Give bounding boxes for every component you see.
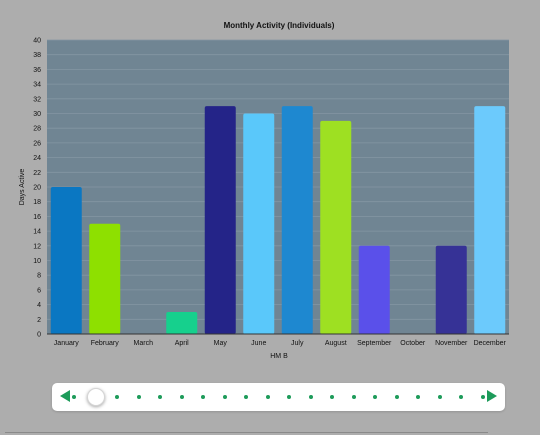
y-tick-label: 40 — [33, 38, 41, 45]
arrow-left-icon[interactable] — [60, 390, 70, 402]
x-tick-label: October — [400, 340, 426, 347]
y-tick-label: 34 — [33, 82, 41, 89]
y-tick-label: 6 — [37, 287, 41, 294]
y-tick-label: 22 — [33, 170, 41, 177]
bar-november — [435, 245, 467, 334]
slider-step[interactable] — [244, 395, 249, 399]
y-tick-label: 12 — [33, 243, 41, 250]
slider-step[interactable] — [459, 395, 464, 399]
slider-step[interactable] — [394, 395, 399, 399]
y-axis-label: Days Active — [19, 169, 26, 206]
slider-step[interactable] — [373, 395, 378, 399]
y-tick-label: 36 — [33, 67, 41, 74]
x-tick-label: April — [175, 340, 189, 347]
x-tick-label: June — [251, 340, 266, 347]
grid-lines — [47, 39, 509, 320]
bar-september — [358, 245, 390, 334]
y-tick-label: 28 — [33, 126, 41, 133]
slider-step[interactable] — [330, 395, 335, 399]
slider-step[interactable] — [115, 395, 120, 399]
slider-step[interactable] — [481, 395, 485, 399]
x-tick-label: December — [474, 340, 507, 347]
slider-step[interactable] — [201, 395, 206, 399]
bar-may — [204, 106, 236, 335]
y-tick-label: 0 — [37, 332, 41, 339]
y-tick-label: 32 — [33, 96, 41, 103]
slider-step[interactable] — [308, 395, 313, 399]
bar-february — [89, 223, 121, 334]
slider-step[interactable] — [72, 395, 76, 399]
slider-step[interactable] — [265, 395, 270, 399]
x-tick-label: July — [291, 340, 304, 347]
y-tick-label: 38 — [33, 52, 41, 59]
y-tick-label: 10 — [33, 258, 41, 265]
slider-step[interactable] — [351, 395, 356, 399]
x-tick-label: November — [435, 340, 468, 347]
x-axis-label: HM B — [270, 353, 288, 360]
y-tick-label: 26 — [33, 140, 41, 147]
bar-august — [320, 120, 352, 334]
bar-december — [474, 106, 506, 335]
y-tick-label: 8 — [37, 273, 41, 280]
x-tick-label: March — [134, 340, 154, 347]
slider-step[interactable] — [287, 395, 292, 399]
slider-step[interactable] — [222, 395, 227, 399]
y-tick-label: 16 — [33, 214, 41, 221]
bar-january — [50, 187, 82, 334]
y-tick-label: 14 — [33, 229, 41, 236]
slider-step[interactable] — [437, 395, 442, 399]
chart: Monthly Activity (Individuals) 024681012… — [19, 21, 509, 360]
x-tick-label: September — [357, 340, 392, 347]
y-tick-label: 18 — [33, 199, 41, 206]
chart-title: Monthly Activity (Individuals) — [224, 21, 335, 30]
y-tick-label: 2 — [37, 317, 41, 324]
divider — [5, 432, 488, 433]
slider-step[interactable] — [136, 395, 141, 399]
y-tick-label: 4 — [37, 302, 41, 309]
y-tick-label: 30 — [33, 111, 41, 118]
x-tick-label: May — [214, 340, 228, 347]
bar-july — [281, 106, 313, 335]
bar-april — [166, 311, 198, 334]
y-tick-label: 20 — [33, 185, 41, 192]
slider-handle[interactable] — [86, 388, 105, 406]
time-slider — [52, 383, 505, 411]
slider-step[interactable] — [416, 395, 421, 399]
x-tick-label: January — [54, 340, 79, 347]
bar-june — [243, 113, 275, 334]
slider-step[interactable] — [158, 395, 163, 399]
bars — [50, 106, 506, 335]
arrow-right-icon[interactable] — [487, 390, 497, 402]
slider-track[interactable] — [72, 383, 485, 411]
x-axis-ticks: January February March April May June July Augu… — [54, 340, 507, 347]
x-tick-label: August — [325, 340, 347, 347]
slider-step[interactable] — [179, 395, 184, 399]
y-tick-label: 24 — [33, 155, 41, 162]
x-tick-label: February — [91, 340, 120, 347]
